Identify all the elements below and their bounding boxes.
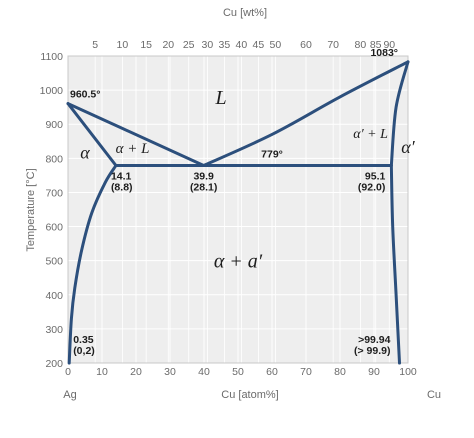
x-axis-right-end-label: Cu xyxy=(427,389,441,401)
top-axis-ticks: 5 10 15 20 25 30 35 40 45 50 60 70 80 85 90 xyxy=(92,39,395,51)
region-labels: Lα + L α α′ + L α′ α + a′ xyxy=(80,87,415,273)
curve-liquidus-ag-side xyxy=(66,102,206,167)
annotation-label: (> 99.9) xyxy=(354,345,390,357)
region-label: α xyxy=(80,142,90,162)
y-tick-label: 200 xyxy=(45,358,63,370)
plot-frame xyxy=(67,55,409,364)
phase-boundaries xyxy=(66,60,410,365)
x-top-tick-label: 50 xyxy=(270,39,282,51)
x-axis-left-end-label: Ag xyxy=(63,389,76,401)
x-top-tick-label: 10 xyxy=(117,39,129,51)
bottom-axis-ticks: 0 10 20 30 40 50 60 70 80 90 100 xyxy=(65,366,417,378)
annotation-label: (28.1) xyxy=(190,181,217,193)
y-tick-label: 1000 xyxy=(40,85,64,97)
y-tick-label: 700 xyxy=(45,187,63,199)
y-tick-label: 600 xyxy=(45,222,63,234)
x-tick-label: 60 xyxy=(266,366,278,378)
x-tick-label: 80 xyxy=(334,366,346,378)
y-tick-label: 900 xyxy=(45,119,63,131)
curve-solvus-ag-side xyxy=(67,163,118,365)
curve-solvus-cu-side xyxy=(389,163,401,365)
annotation-label: 1083° xyxy=(370,47,398,59)
x-tick-label: 70 xyxy=(300,366,312,378)
region-label: α′ xyxy=(401,137,415,157)
x-top-tick-label: 80 xyxy=(355,39,367,51)
y-tick-label: 300 xyxy=(45,324,63,336)
x-tick-label: 0 xyxy=(65,366,71,378)
x-top-tick-label: 5 xyxy=(92,39,98,51)
x-axis-title: Cu [atom%] xyxy=(221,389,278,401)
region-label: L xyxy=(214,87,226,109)
curve-solidus-ag-side xyxy=(66,102,118,167)
x-top-axis-title: Cu [wt%] xyxy=(223,7,267,19)
y-axis-ticks: 200 300 400 500 600 700 800 900 1000 1100 xyxy=(40,51,64,370)
x-tick-label: 30 xyxy=(164,366,176,378)
annotation-label: 0.35 xyxy=(73,334,94,346)
region-label: α + L xyxy=(116,141,150,157)
x-top-tick-label: 70 xyxy=(327,39,339,51)
x-tick-label: 20 xyxy=(130,366,142,378)
x-tick-label: 40 xyxy=(198,366,210,378)
y-tick-label: 400 xyxy=(45,290,63,302)
annotation-label: >99.94 xyxy=(358,334,391,346)
annotation-label: (8.8) xyxy=(111,181,133,193)
x-top-tick-label: 60 xyxy=(300,39,312,51)
region-label: α + a′ xyxy=(214,250,263,272)
x-top-tick-label: 85 xyxy=(370,39,382,51)
x-top-tick-label: 45 xyxy=(253,39,265,51)
curve-solidus-cu-side xyxy=(389,60,410,167)
x-tick-label: 90 xyxy=(368,366,380,378)
x-top-tick-label: 15 xyxy=(140,39,152,51)
y-tick-label: 1100 xyxy=(40,51,63,63)
x-top-tick-label: 25 xyxy=(183,39,195,51)
x-tick-label: 10 xyxy=(96,366,108,378)
curve-liquidus-cu-side xyxy=(202,60,410,167)
x-tick-label: 100 xyxy=(399,366,417,378)
region-label: α′ + L xyxy=(353,127,388,142)
annotation-label: (0,2) xyxy=(73,345,95,357)
y-axis-title: Temperature [°C] xyxy=(25,168,37,251)
annotation-label: 14.1 xyxy=(111,170,132,182)
x-tick-label: 50 xyxy=(232,366,244,378)
annotation-label: (92.0) xyxy=(358,181,385,193)
annotation-label: 779° xyxy=(261,148,283,160)
y-tick-label: 800 xyxy=(45,153,63,165)
x-top-tick-label: 35 xyxy=(219,39,231,51)
annotation-label: 960.5° xyxy=(70,89,100,101)
annotation-label: 39.9 xyxy=(193,170,214,182)
annotations: 960.5° 1083° 779° 14.1(8.8) 39.9(28.1) 95.1(9… xyxy=(70,47,398,357)
y-tick-label: 500 xyxy=(45,256,63,268)
annotation-label: 95.1 xyxy=(365,170,386,182)
x-top-tick-label: 20 xyxy=(162,39,174,51)
x-top-tick-label: 90 xyxy=(383,39,395,51)
x-top-tick-label: 40 xyxy=(236,39,248,51)
x-top-tick-label: 30 xyxy=(202,39,214,51)
